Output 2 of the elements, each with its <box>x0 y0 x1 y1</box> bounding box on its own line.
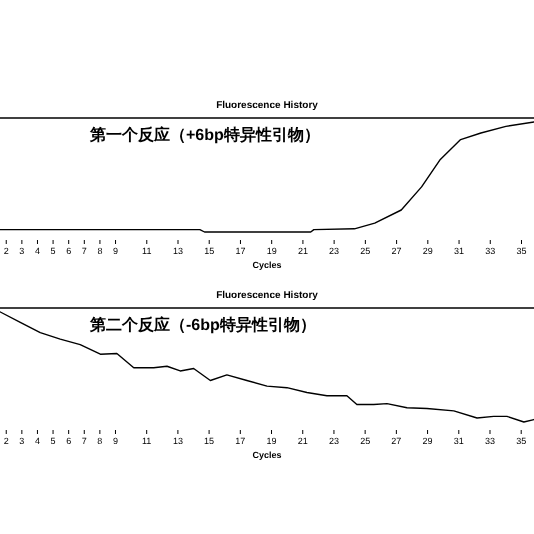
annotation: 第一个反应（+6bp特异性引物） <box>88 124 320 144</box>
annotation: 第二个反应（-6bp特异性引物） <box>88 314 316 334</box>
